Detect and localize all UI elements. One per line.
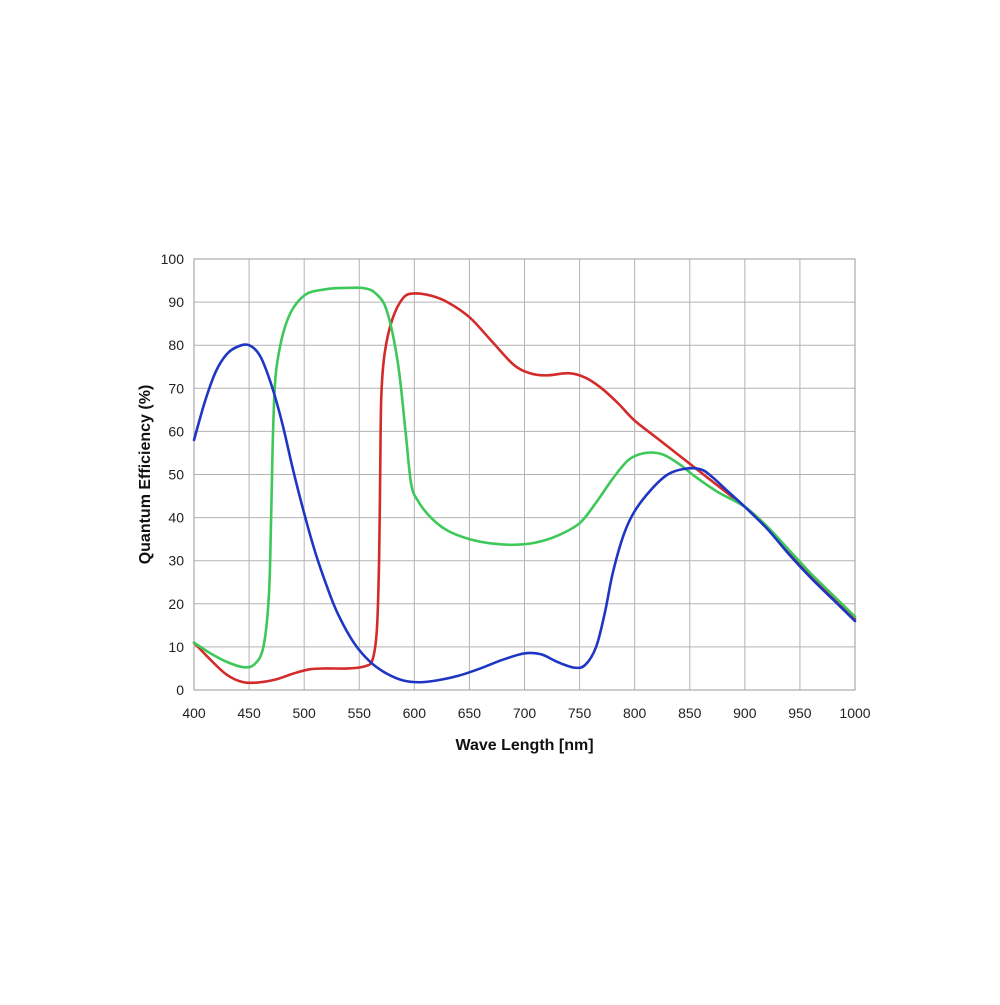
series-group: [192, 286, 857, 685]
x-tick-label: 1000: [839, 705, 870, 721]
y-axis-tick-labels: 0 10 20 30 40 50 60 70 80 90 100: [161, 251, 185, 698]
series-line-red: [192, 292, 857, 685]
x-tick-label: 800: [623, 705, 647, 721]
y-axis-title: Quantum Efficiency (%): [137, 385, 154, 565]
series-line-blue: [192, 343, 857, 684]
y-tick-label: 30: [168, 553, 184, 569]
y-tick-label: 40: [168, 510, 184, 526]
y-tick-label: 80: [168, 337, 184, 353]
x-tick-label: 500: [292, 705, 316, 721]
y-tick-label: 60: [168, 423, 184, 439]
x-tick-label: 550: [348, 705, 372, 721]
y-tick-label: 0: [176, 682, 184, 698]
x-axis-title: Wave Length [nm]: [455, 737, 593, 754]
series-line-green: [192, 286, 857, 669]
y-tick-label: 100: [161, 251, 185, 267]
x-tick-label: 400: [182, 705, 206, 721]
x-tick-label: 700: [513, 705, 537, 721]
x-tick-label: 450: [237, 705, 261, 721]
x-axis-tick-labels: 400 450 500 550 600 650 700 750 800 850 900 950 1000: [182, 705, 870, 721]
x-tick-label: 900: [733, 705, 757, 721]
x-tick-label: 600: [403, 705, 427, 721]
x-tick-label: 850: [678, 705, 702, 721]
x-tick-label: 750: [568, 705, 592, 721]
y-tick-label: 90: [168, 294, 184, 310]
plot-area-frame: [193, 258, 856, 691]
y-tick-label: 20: [168, 596, 184, 612]
x-tick-label: 950: [788, 705, 812, 721]
y-tick-label: 50: [168, 467, 184, 483]
y-tick-label: 70: [168, 380, 184, 396]
y-tick-label: 10: [168, 639, 184, 655]
x-tick-label: 650: [458, 705, 482, 721]
